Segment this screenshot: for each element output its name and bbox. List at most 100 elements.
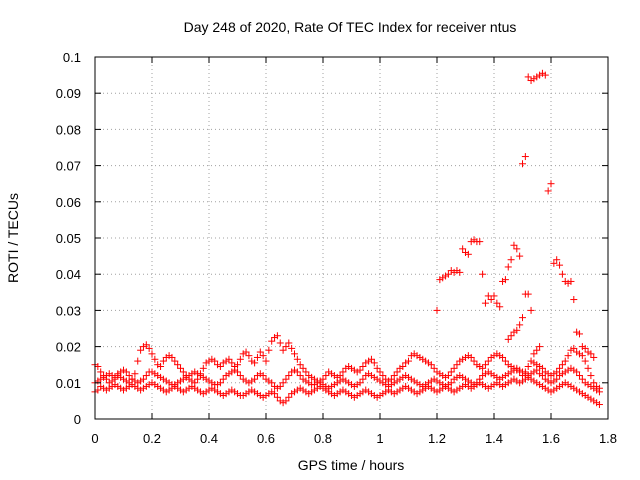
data-point [162,377,170,385]
data-point [427,384,435,392]
data-point [342,377,350,385]
data-point [199,364,207,372]
data-point [216,379,224,387]
data-point [510,241,518,249]
data-point [561,357,569,365]
data-point [199,390,207,398]
data-point [578,343,586,351]
data-point [208,384,216,392]
data-point [536,381,544,389]
data-point [196,372,204,380]
data-point [111,373,119,381]
data-point [373,393,381,401]
data-point [139,384,147,392]
y-axis-title: ROTI / TECUs [5,193,21,283]
data-point [137,386,145,394]
data-point [148,350,156,358]
data-point [239,375,247,383]
data-point [419,355,427,363]
data-point [436,379,444,387]
data-point [350,382,358,390]
data-point [573,368,581,376]
data-point [228,359,236,367]
data-point [530,368,538,376]
data-point [259,352,267,360]
data-point [476,238,484,246]
data-point [328,370,336,378]
data-point [157,384,165,392]
data-point [285,339,293,347]
data-point [131,370,139,378]
data-point [456,372,464,380]
data-point [211,357,219,365]
data-point [94,377,102,385]
data-point [253,390,261,398]
data-point [157,373,165,381]
data-point [219,391,227,399]
data-point [165,386,173,394]
data-point [595,401,603,409]
data-point [444,372,452,380]
data-point [530,350,538,358]
data-point [370,373,378,381]
data-point [393,388,401,396]
data-point [102,386,110,394]
data-point [108,372,116,380]
data-point [345,379,353,387]
data-point [202,388,210,396]
x-axis-title: GPS time / hours [298,457,405,473]
data-point [507,332,515,340]
data-point [547,388,555,396]
data-point [305,379,313,387]
x-tick-label: 1 [376,431,383,446]
data-point [533,366,541,374]
data-point [484,357,492,365]
data-point [584,364,592,372]
data-point [268,337,276,345]
data-point [533,346,541,354]
data-point [450,375,458,383]
data-point [171,382,179,390]
data-point [595,388,603,396]
data-point [248,357,256,365]
data-point [558,270,566,278]
data-point [174,361,182,369]
data-point [442,382,450,390]
data-point [558,370,566,378]
data-point [413,379,421,387]
axis-ticks [94,56,609,420]
data-point [527,77,535,85]
data-point [536,343,544,351]
data-point [236,372,244,380]
data-point [541,71,549,79]
data-point [396,386,404,394]
data-point [348,364,355,372]
data-point [556,382,564,390]
data-point [390,379,398,387]
data-point [501,372,509,380]
y-tick-labels: 0 0.01 0.02 0.03 0.04 0.05 0.06 0.07 0.08 0.09 0.1 [56,50,81,427]
data-point [256,370,264,378]
data-point [462,248,469,256]
data-point [407,386,415,394]
data-point [590,353,598,361]
data-point [248,386,256,394]
y-tick-label: 0.09 [56,86,81,101]
data-point [222,372,230,380]
data-point [291,388,298,396]
data-point [547,180,555,188]
data-point [576,350,583,358]
data-point [501,381,509,389]
data-point [524,363,532,371]
data-point [185,372,193,380]
data-point [194,370,202,378]
data-point [370,359,378,367]
data-point [578,390,586,398]
data-point [279,399,287,407]
x-tick-labels: 0 0.2 0.4 0.6 0.8 1 1.2 1.4 1.6 1.8 [91,431,617,446]
data-point [450,388,458,396]
data-point [271,390,279,398]
data-point [216,363,224,371]
data-point [507,256,515,264]
data-point [125,372,133,380]
